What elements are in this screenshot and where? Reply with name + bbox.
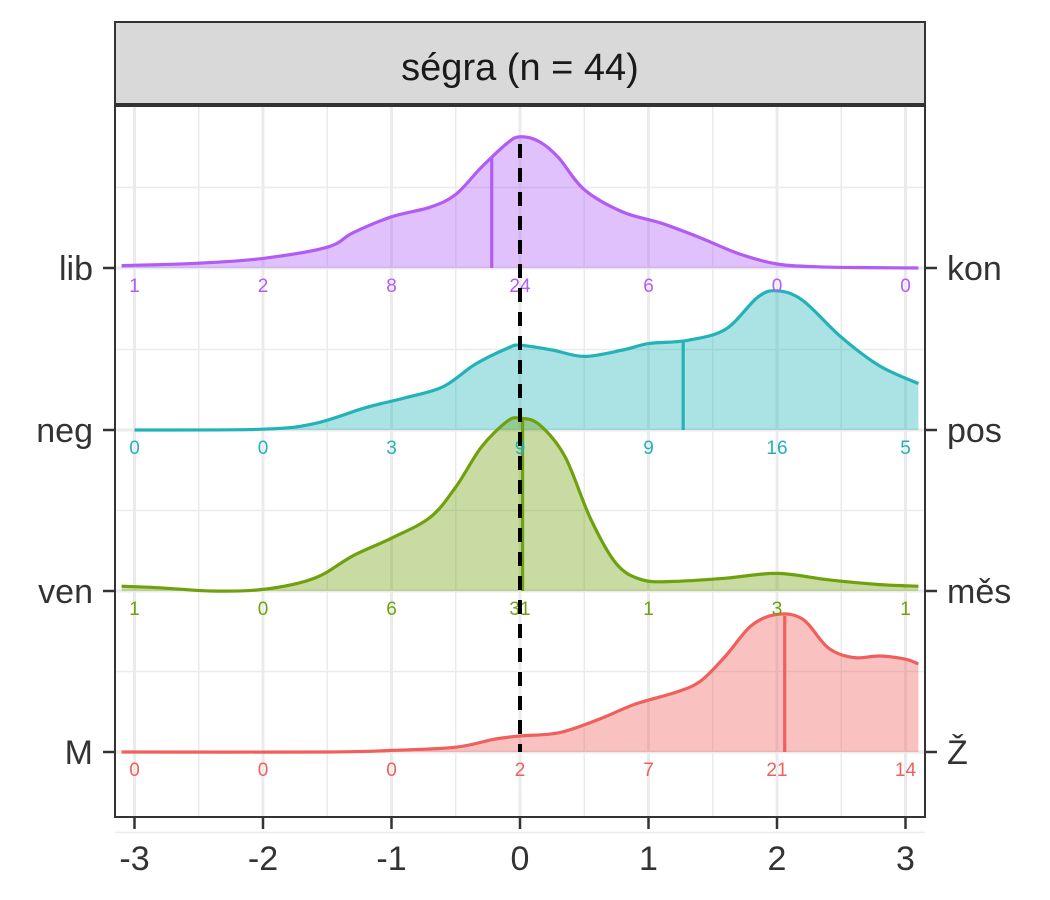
y-axis-right: kon pos měs Ž — [925, 250, 1011, 772]
count-label: 3 — [386, 438, 397, 459]
y-right-label: kon — [947, 250, 1002, 288]
density-area-neg — [134, 290, 919, 430]
x-tick-label: -3 — [119, 840, 149, 878]
count-label: 0 — [386, 760, 397, 781]
count-label: 5 — [900, 438, 911, 459]
count-label: 1 — [129, 276, 140, 297]
count-label: 0 — [129, 760, 140, 781]
x-axis: -3 -2 -1 0 1 2 3 — [119, 817, 915, 878]
count-label: 0 — [258, 760, 269, 781]
count-label: 9 — [643, 438, 654, 459]
count-label: 7 — [643, 760, 654, 781]
density-line-neg — [134, 289, 920, 432]
density-line-lib — [121, 135, 919, 270]
count-label: 8 — [386, 276, 397, 297]
count-label: 14 — [895, 760, 917, 781]
count-label: 0 — [258, 438, 269, 459]
count-label: 2 — [515, 760, 526, 781]
x-tick-label: 0 — [511, 840, 530, 878]
y-left-label: ven — [38, 573, 93, 611]
count-label: 16 — [766, 438, 787, 459]
density-line-M — [121, 612, 920, 754]
y-right-label: Ž — [947, 734, 968, 772]
density-area-M — [121, 613, 919, 753]
count-label: 0 — [900, 276, 911, 297]
x-tick-label: 3 — [896, 840, 915, 878]
count-label-layer: 128246000039916510631131000272114 — [129, 276, 916, 781]
count-label: 24 — [509, 276, 531, 297]
y-right-label: měs — [947, 573, 1011, 611]
count-label: 0 — [772, 276, 783, 297]
count-label: 9 — [515, 438, 526, 459]
y-left-label: lib — [59, 250, 93, 288]
x-tick-label: -1 — [376, 840, 406, 878]
y-left-label: neg — [36, 412, 93, 450]
count-label: 6 — [386, 599, 397, 620]
count-label: 2 — [258, 276, 269, 297]
facet-title: ségra (n = 44) — [401, 47, 639, 89]
count-label: 3 — [772, 599, 783, 620]
count-label: 0 — [129, 438, 140, 459]
facet-strip — [114, 21, 926, 105]
count-label: 1 — [900, 599, 911, 620]
x-tick-label: 2 — [768, 840, 787, 878]
y-right-label: pos — [947, 412, 1002, 450]
y-left-label: M — [65, 734, 93, 772]
count-label: 1 — [129, 599, 140, 620]
x-tick-label: 1 — [639, 840, 658, 878]
count-label: 21 — [766, 760, 787, 781]
count-label: 0 — [258, 599, 269, 620]
count-label: 1 — [643, 599, 654, 620]
count-label: 6 — [643, 276, 654, 297]
y-axis-left: lib neg ven M — [36, 250, 115, 772]
x-tick-label: -2 — [248, 840, 278, 878]
